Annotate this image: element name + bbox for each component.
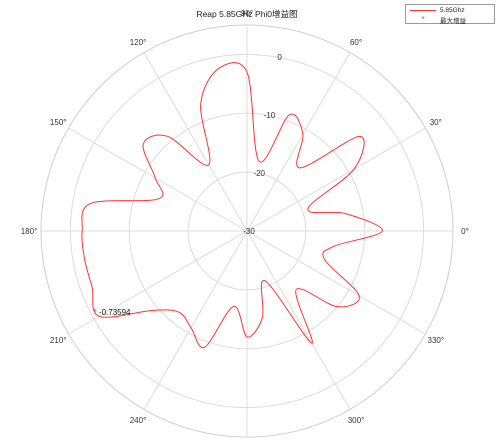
- angular-tick-label: 30°: [430, 118, 442, 127]
- angular-spoke: [143, 52, 248, 232]
- series-line-5.85ghz: [81, 62, 383, 349]
- angular-tick-label: 210°: [50, 336, 67, 345]
- angular-tick-label: 60°: [350, 38, 362, 47]
- angular-spoke: [68, 230, 248, 335]
- angular-spoke: [246, 230, 351, 410]
- angular-tick-label: 90°: [241, 9, 253, 18]
- angular-tick-label: 150°: [50, 118, 67, 127]
- max-gain-label: -0.73594: [99, 308, 131, 317]
- legend-marker-icon: *: [421, 14, 425, 24]
- legend-entry-max: * 最大增益: [410, 14, 466, 25]
- legend-series-label: 5.85Ghz: [440, 7, 465, 14]
- max-gain-marker: *: [93, 307, 97, 317]
- legend: 5.85Ghz * 最大增益: [405, 4, 495, 25]
- angular-tick-label: 330°: [428, 336, 445, 345]
- radial-tick-label: 0: [277, 53, 282, 62]
- series-group: * -0.73594: [81, 62, 383, 349]
- angular-spoke: [246, 127, 426, 232]
- legend-entry-series: 5.85Ghz: [410, 6, 465, 15]
- chart-title: Reap 5.85GHz Phi0增益图: [196, 9, 297, 19]
- angular-tick-label: 180°: [21, 227, 38, 236]
- angular-spoke: [246, 230, 426, 335]
- angular-tick-label: 240°: [130, 416, 147, 425]
- radial-tick-label: -30: [243, 227, 255, 236]
- angular-spoke: [68, 127, 248, 232]
- radial-tick-label: -20: [253, 169, 265, 178]
- radial-tick-label: -10: [264, 111, 276, 120]
- angular-tick-label: 0°: [461, 227, 469, 236]
- angular-tick-label: 300°: [348, 416, 365, 425]
- polar-grid: [40, 24, 454, 438]
- legend-max-label: 最大增益: [440, 17, 466, 25]
- angular-spoke: [143, 230, 248, 410]
- axis-labels: 0°30°60°90°120°150°180°210°240°270°300°3…: [21, 9, 469, 425]
- angular-spoke: [246, 52, 351, 232]
- angular-tick-label: 120°: [130, 38, 147, 47]
- legend-line-icon: [410, 10, 436, 11]
